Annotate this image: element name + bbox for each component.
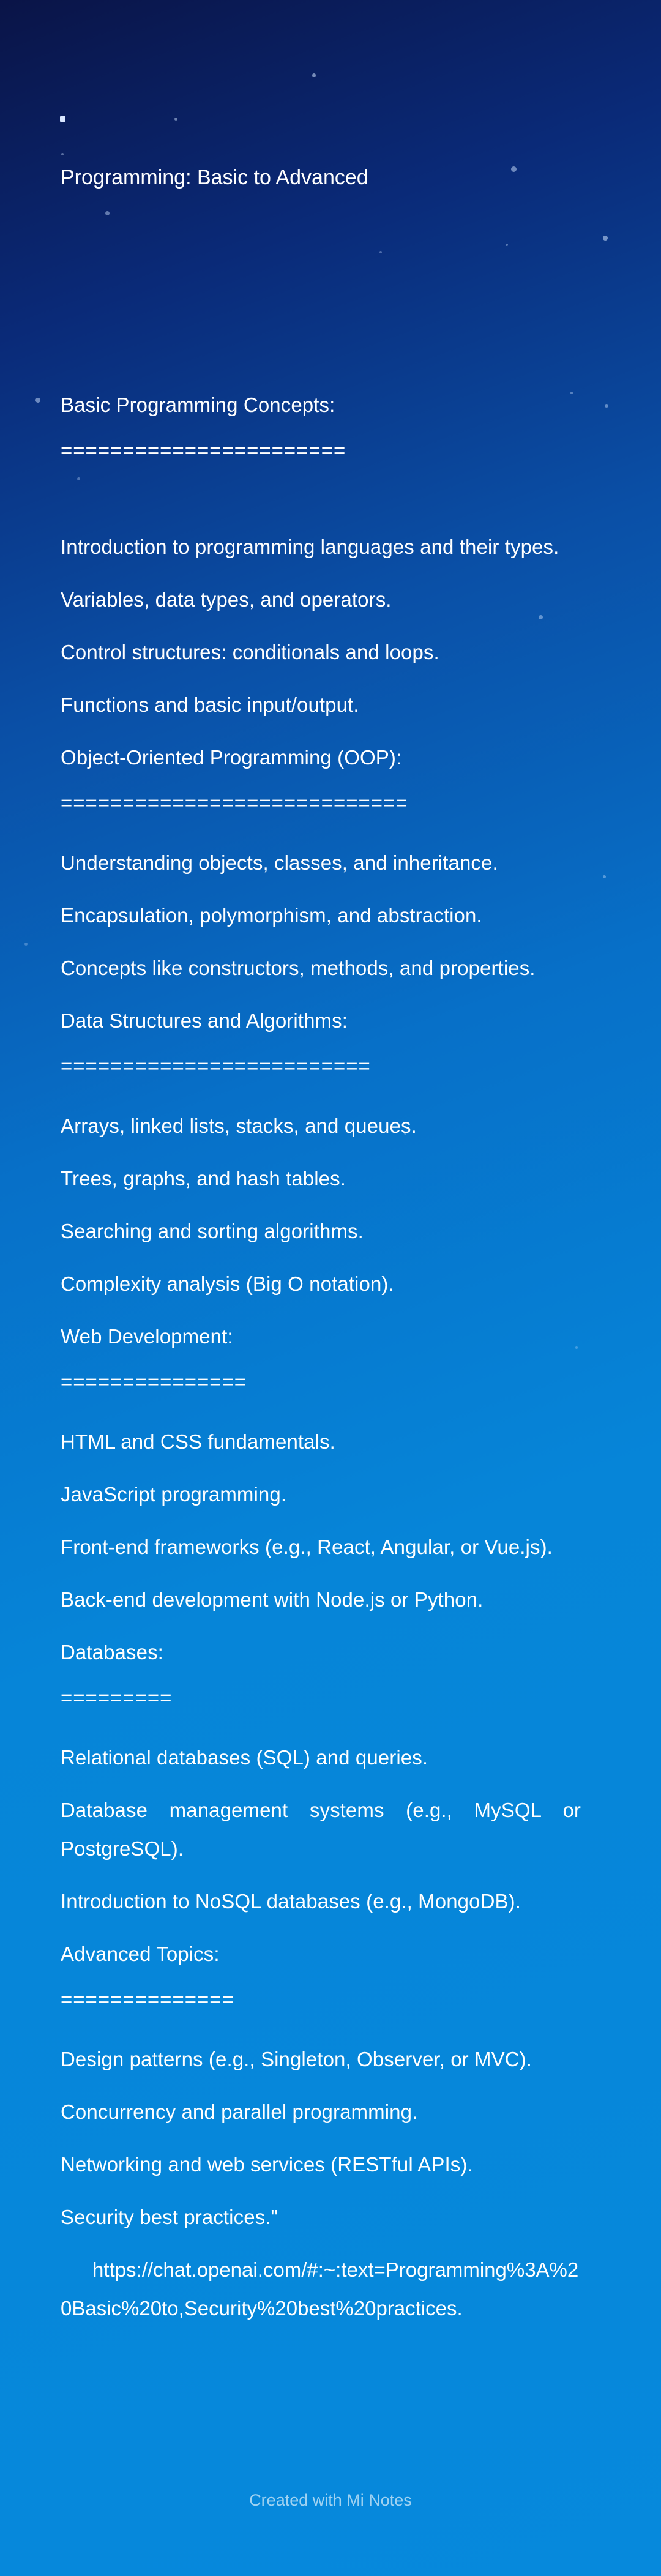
list-item: Understanding objects, classes, and inhe… — [61, 851, 498, 874]
section-rule: ========================= — [61, 1055, 371, 1077]
list-item: Concurrency and parallel programming. — [61, 2100, 418, 2123]
list-item: Introduction to programming languages an… — [61, 536, 559, 558]
list-item: Control structures: conditionals and loo… — [61, 641, 439, 663]
list-item: Variables, data types, and operators. — [61, 588, 392, 611]
note-body: Basic Programming Concepts: ============… — [61, 386, 581, 2328]
list-item: Networking and web services (RESTful API… — [61, 2153, 473, 2176]
list-item: Functions and basic input/output. — [61, 693, 359, 716]
list-item: Database management systems (e.g., MySQL… — [61, 1799, 581, 1860]
section-rule: ========= — [61, 1686, 173, 1709]
list-item: Relational databases (SQL) and queries. — [61, 1746, 428, 1769]
list-item: Complexity analysis (Big O notation). — [61, 1272, 394, 1295]
list-item: Arrays, linked lists, stacks, and queues… — [61, 1114, 417, 1137]
note-content: Programming: Basic to Advanced Basic Pro… — [61, 165, 581, 2342]
section-heading: Data Structures and Algorithms: — [61, 1009, 348, 1032]
list-item: Encapsulation, polymorphism, and abstrac… — [61, 904, 482, 927]
list-item: Front-end frameworks (e.g., React, Angul… — [61, 1536, 553, 1558]
list-item: Back-end development with Node.js or Pyt… — [61, 1588, 484, 1611]
list-item: Security best practices." — [61, 2206, 278, 2228]
list-item: Trees, graphs, and hash tables. — [61, 1167, 346, 1190]
source-link[interactable]: https://chat.openai.com/#:~:text=Program… — [61, 2258, 579, 2320]
section-heading: Advanced Topics: — [61, 1943, 220, 1965]
section-heading: Object-Oriented Programming (OOP): — [61, 746, 402, 769]
list-item: Searching and sorting algorithms. — [61, 1220, 364, 1242]
list-item: JavaScript programming. — [61, 1483, 287, 1506]
list-item: Introduction to NoSQL databases (e.g., M… — [61, 1890, 521, 1913]
list-item: HTML and CSS fundamentals. — [61, 1430, 335, 1453]
section-rule: ============================ — [61, 791, 408, 814]
section-heading: Basic Programming Concepts: — [61, 394, 335, 416]
footer-credit: Created with Mi Notes — [249, 2491, 412, 2509]
section-rule: ======================= — [61, 439, 346, 461]
note-bullet-mark — [60, 116, 65, 122]
note-title: Programming: Basic to Advanced — [61, 166, 368, 189]
section-heading: Web Development: — [61, 1325, 233, 1348]
list-item: Design patterns (e.g., Singleton, Observ… — [61, 2048, 532, 2070]
section-heading: Databases: — [61, 1641, 163, 1663]
list-item: Concepts like constructors, methods, and… — [61, 957, 536, 979]
section-rule: ============== — [61, 1988, 234, 2010]
section-rule: =============== — [61, 1370, 247, 1393]
